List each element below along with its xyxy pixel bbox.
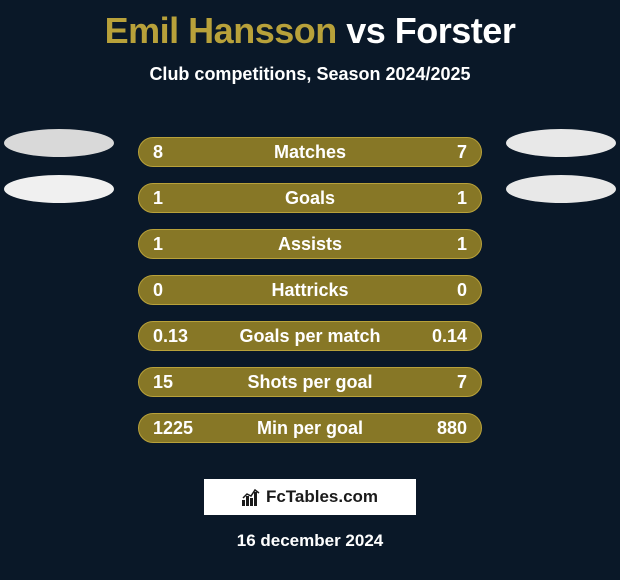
stat-value-left: 1225 [153, 418, 193, 439]
stat-pill: 15 Shots per goal 7 [138, 367, 482, 397]
subtitle: Club competitions, Season 2024/2025 [0, 64, 620, 85]
chart-icon [242, 488, 262, 506]
vs-text: vs [346, 10, 385, 51]
stat-row: 0.13 Goals per match 0.14 [0, 313, 620, 359]
stat-value-right: 7 [427, 372, 467, 393]
stat-value-right: 0 [427, 280, 467, 301]
stat-value-right: 7 [427, 142, 467, 163]
stat-row: 15 Shots per goal 7 [0, 359, 620, 405]
stats-container: 8 Matches 7 1 Goals 1 1 Assists 1 0 Hattricks 0 0.13… [0, 129, 620, 451]
stat-pill: 1 Assists 1 [138, 229, 482, 259]
stat-label: Hattricks [271, 280, 348, 301]
stat-row: 0 Hattricks 0 [0, 267, 620, 313]
stat-value-left: 1 [153, 234, 193, 255]
stat-row: 1 Assists 1 [0, 221, 620, 267]
stat-value-left: 8 [153, 142, 193, 163]
stat-pill: 0.13 Goals per match 0.14 [138, 321, 482, 351]
stat-label: Min per goal [257, 418, 363, 439]
stat-row: 1 Goals 1 [0, 175, 620, 221]
stat-pill: 1225 Min per goal 880 [138, 413, 482, 443]
comparison-title: Emil Hansson vs Forster [0, 0, 620, 52]
stat-pill: 8 Matches 7 [138, 137, 482, 167]
attribution-badge: FcTables.com [204, 479, 416, 515]
stat-value-right: 880 [427, 418, 467, 439]
stat-value-left: 1 [153, 188, 193, 209]
stat-label: Assists [278, 234, 342, 255]
stat-row: 1225 Min per goal 880 [0, 405, 620, 451]
attribution-text: FcTables.com [266, 487, 378, 507]
stat-value-left: 15 [153, 372, 193, 393]
stat-label: Matches [274, 142, 346, 163]
stat-row: 8 Matches 7 [0, 129, 620, 175]
stat-label: Goals per match [239, 326, 380, 347]
player2-name: Forster [395, 10, 516, 51]
date-text: 16 december 2024 [0, 531, 620, 551]
stat-label: Goals [285, 188, 335, 209]
stat-value-right: 1 [427, 234, 467, 255]
player1-name: Emil Hansson [105, 10, 337, 51]
stat-label: Shots per goal [247, 372, 372, 393]
stat-pill: 0 Hattricks 0 [138, 275, 482, 305]
stat-value-right: 0.14 [427, 326, 467, 347]
stat-value-left: 0.13 [153, 326, 193, 347]
stat-value-right: 1 [427, 188, 467, 209]
stat-pill: 1 Goals 1 [138, 183, 482, 213]
stat-value-left: 0 [153, 280, 193, 301]
